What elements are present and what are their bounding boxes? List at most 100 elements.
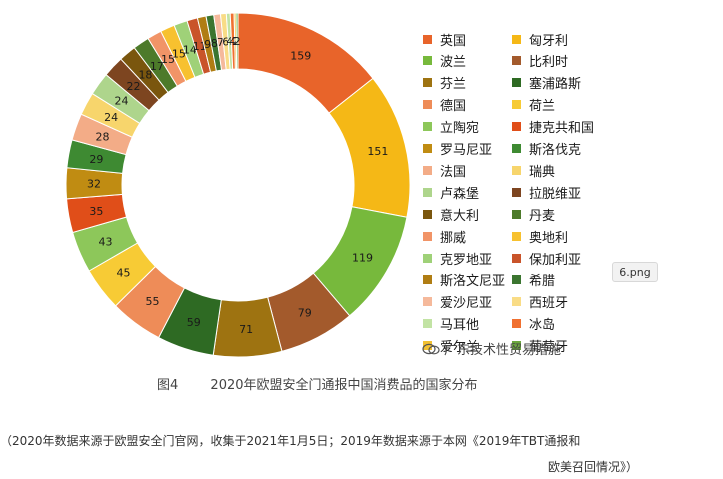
legend-label: 爱沙尼亚 bbox=[440, 296, 493, 312]
legend-label: 斯洛伐克 bbox=[529, 143, 582, 158]
slice-value-label: 159 bbox=[290, 49, 311, 62]
legend-swatch bbox=[512, 78, 521, 88]
legend-swatch bbox=[512, 34, 521, 44]
legend-swatch bbox=[512, 144, 521, 153]
legend-item: 丹麦 bbox=[512, 205, 556, 224]
legend-item: 拉脱维亚 bbox=[512, 183, 582, 202]
legend-item: 葡萄牙 bbox=[512, 337, 568, 355]
slice-value-label: 2 bbox=[234, 35, 241, 48]
legend-label: 西班牙 bbox=[529, 296, 569, 312]
legend-label: 葡萄牙 bbox=[529, 340, 569, 356]
slice-value-label: 14 bbox=[183, 43, 197, 56]
legend-label: 丹麦 bbox=[529, 208, 556, 224]
legend-swatch bbox=[423, 187, 432, 197]
wechat-logo-icon bbox=[422, 343, 440, 354]
slice-value-label: 29 bbox=[89, 153, 103, 166]
legend-swatch bbox=[512, 187, 521, 197]
legend-swatch bbox=[423, 275, 432, 285]
slice-value-label: 43 bbox=[98, 235, 112, 248]
legend-label: 罗马尼亚 bbox=[440, 143, 493, 158]
legend-swatch bbox=[512, 100, 521, 110]
slice-value-label: 8 bbox=[211, 37, 218, 50]
slice-value-label: 22 bbox=[127, 80, 141, 93]
legend-swatch bbox=[512, 253, 521, 263]
legend-label: 法国 bbox=[440, 164, 467, 180]
legend-label: 塞浦路斯 bbox=[529, 77, 582, 93]
slice-value-label: 35 bbox=[89, 205, 103, 218]
legend-item: 法国 bbox=[423, 161, 467, 180]
figure-title: 2020年欧盟安全门通报中国消费品的国家分布 bbox=[210, 378, 478, 393]
slice-value-label: 55 bbox=[146, 295, 160, 308]
legend-swatch bbox=[423, 297, 432, 307]
legend-item: 瑞典 bbox=[512, 161, 556, 180]
source-note-line-1: （2020年数据来源于欧盟安全门官网，收集于2021年1月5日；2019年数据来… bbox=[0, 434, 581, 448]
legend-swatch bbox=[423, 231, 432, 241]
legend-swatch bbox=[512, 231, 521, 241]
image-filename-tag: 6.png bbox=[612, 262, 658, 282]
slice-value-label: 18 bbox=[138, 69, 152, 82]
legend-item: 比利时 bbox=[512, 52, 568, 70]
watermark-text: 广东技术性贸易措施 bbox=[444, 343, 562, 358]
legend-item: 波兰 bbox=[423, 52, 466, 70]
legend-swatch bbox=[423, 100, 432, 110]
legend-label: 立陶宛 bbox=[440, 121, 480, 137]
legend-item: 立陶宛 bbox=[423, 118, 479, 136]
legend-item: 冰岛 bbox=[512, 315, 555, 333]
legend-label: 瑞典 bbox=[529, 164, 556, 180]
legend-label: 拉脱维亚 bbox=[529, 186, 582, 202]
legend-item: 意大利 bbox=[423, 205, 480, 224]
legend-swatch bbox=[512, 209, 521, 219]
legend-item: 芬兰 bbox=[423, 74, 466, 92]
legend-label: 克罗地亚 bbox=[440, 252, 493, 268]
legend-label: 芬兰 bbox=[440, 77, 467, 93]
slice-value-label: 24 bbox=[115, 94, 129, 107]
slice-value-label: 119 bbox=[352, 251, 373, 264]
slice-value-label: 151 bbox=[367, 145, 388, 158]
slice-30 bbox=[235, 12, 239, 70]
legend-swatch bbox=[512, 122, 521, 132]
legend-swatch bbox=[423, 253, 432, 263]
slice-value-label: 17 bbox=[150, 60, 164, 73]
legend-item: 匈牙利 bbox=[512, 30, 568, 49]
legend-label: 马耳他 bbox=[440, 318, 480, 334]
legend-label: 冰岛 bbox=[529, 318, 556, 334]
legend-swatch bbox=[512, 275, 521, 285]
legend-label: 德国 bbox=[440, 99, 467, 115]
slice-value-label: 15 bbox=[172, 48, 186, 61]
legend-label: 英国 bbox=[440, 33, 467, 49]
legend-label: 捷克共和国 bbox=[529, 121, 595, 137]
legend-swatch bbox=[423, 122, 432, 132]
legend-swatch bbox=[512, 165, 521, 175]
legend-item: 斯洛文尼亚 bbox=[423, 271, 505, 289]
legend-swatch bbox=[423, 165, 432, 175]
legend-swatch bbox=[423, 144, 432, 153]
legend-swatch bbox=[423, 34, 432, 44]
legend-item: 斯洛伐克 bbox=[512, 140, 581, 158]
slice-value-label: 7 bbox=[217, 36, 224, 49]
legend-swatch bbox=[512, 56, 521, 66]
legend-label: 荷兰 bbox=[529, 99, 556, 115]
watermark: 广东技术性贸易措施 bbox=[422, 339, 561, 358]
slice-value-label: 59 bbox=[187, 316, 201, 329]
legend-swatch bbox=[423, 319, 432, 329]
legend-swatch bbox=[423, 341, 432, 351]
legend-item: 英国 bbox=[423, 30, 467, 49]
legend-swatch bbox=[512, 319, 521, 329]
legend-item: 罗马尼亚 bbox=[423, 140, 492, 158]
slice-value-label: 2 bbox=[232, 35, 239, 48]
slice-value-label: 45 bbox=[116, 266, 130, 279]
legend-item: 爱尔兰 bbox=[423, 337, 479, 355]
legend-item: 捷克共和国 bbox=[512, 118, 594, 136]
slice-value-label: 9 bbox=[204, 38, 211, 51]
legend-swatch bbox=[512, 297, 521, 307]
slice-value-label: 79 bbox=[298, 307, 312, 320]
legend-item: 克罗地亚 bbox=[423, 249, 493, 268]
legend-label: 卢森堡 bbox=[440, 186, 480, 202]
legend-label: 意大利 bbox=[440, 208, 480, 224]
legend-item: 马耳他 bbox=[423, 315, 479, 333]
legend-item: 奥地利 bbox=[512, 227, 568, 246]
legend-label: 比利时 bbox=[529, 55, 569, 71]
legend-item: 德国 bbox=[423, 96, 466, 114]
slice-value-label: 71 bbox=[239, 323, 253, 336]
